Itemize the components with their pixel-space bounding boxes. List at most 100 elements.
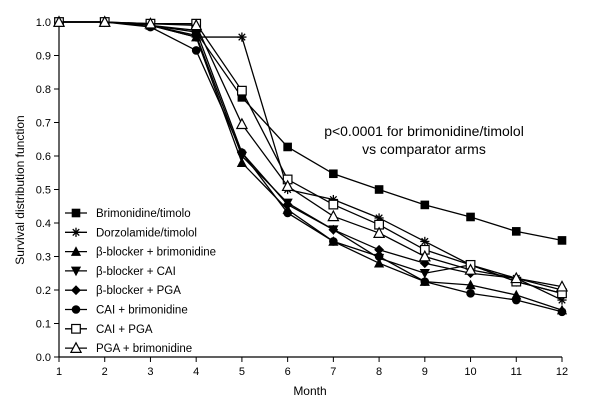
data-point bbox=[555, 280, 569, 292]
legend-marker bbox=[70, 266, 82, 277]
data-point bbox=[237, 32, 247, 42]
data-point bbox=[419, 268, 430, 279]
legend-label: Brimonidine/timolo bbox=[96, 208, 191, 220]
x-tick-label: 1 bbox=[56, 366, 62, 378]
legend-item: CAI + PGA bbox=[65, 324, 153, 336]
x-tick-label: 6 bbox=[285, 366, 291, 378]
x-tick-label: 7 bbox=[330, 366, 336, 378]
legend-label: β-blocker + PGA bbox=[96, 285, 181, 297]
legend-item: β-blocker + CAI bbox=[65, 266, 176, 278]
data-point bbox=[510, 271, 523, 284]
data-point bbox=[418, 249, 431, 262]
data-point bbox=[236, 157, 248, 167]
legend-label: β-blocker + CAI bbox=[96, 266, 176, 278]
y-tick-label: 0.3 bbox=[36, 252, 51, 264]
data-point bbox=[557, 307, 567, 317]
data-point bbox=[511, 227, 521, 236]
data-point bbox=[282, 199, 293, 210]
data-point bbox=[464, 263, 477, 275]
data-point bbox=[191, 46, 201, 55]
series-8 bbox=[52, 15, 569, 292]
x-tick-label: 9 bbox=[422, 366, 428, 378]
legend-marker bbox=[69, 341, 83, 353]
annotation: p<0.0001 for brimonidine/timolol vs comp… bbox=[324, 123, 524, 157]
legend-item: Dorzolamide/timolol bbox=[65, 227, 197, 239]
data-point bbox=[191, 31, 202, 41]
series bbox=[52, 15, 569, 317]
data-point bbox=[190, 18, 203, 31]
data-point bbox=[235, 117, 249, 130]
data-point bbox=[144, 17, 157, 29]
legend-item: Brimonidine/timolo bbox=[65, 208, 191, 220]
legend-marker bbox=[71, 285, 81, 296]
data-point bbox=[372, 226, 386, 238]
x-tick-label: 12 bbox=[556, 366, 568, 378]
legend-marker bbox=[70, 246, 82, 256]
data-point bbox=[557, 236, 567, 245]
data-point bbox=[283, 208, 292, 218]
y-tick-label: 0.6 bbox=[36, 151, 51, 163]
y-tick-label: 1.0 bbox=[36, 17, 51, 29]
data-point bbox=[420, 200, 430, 210]
y-tick-label: 0.4 bbox=[36, 218, 51, 230]
legend-label: CAI + brimonidine bbox=[96, 305, 188, 317]
data-point bbox=[281, 179, 294, 192]
legend-item: CAI + brimonidine bbox=[65, 305, 188, 317]
legend-item: β-blocker + PGA bbox=[65, 285, 181, 297]
x-tick-label: 8 bbox=[376, 366, 382, 378]
data-point bbox=[98, 15, 111, 27]
data-point bbox=[283, 142, 292, 152]
legend-marker bbox=[71, 208, 81, 218]
data-point bbox=[374, 185, 384, 194]
y-tick-label: 0.2 bbox=[36, 285, 51, 297]
legend: Brimonidine/timolo Dorzolamide/timolol β-b… bbox=[65, 208, 216, 355]
y-tick-label: 0.5 bbox=[36, 185, 51, 197]
legend-item: β-blocker + brimonidine bbox=[65, 246, 216, 259]
data-point bbox=[466, 212, 475, 222]
data-point bbox=[374, 252, 384, 261]
data-point bbox=[420, 236, 430, 247]
data-point bbox=[237, 148, 247, 157]
legend-label: Dorzolamide/timolol bbox=[96, 227, 197, 239]
x-tick-label: 10 bbox=[464, 366, 476, 378]
x-tick-label: 11 bbox=[511, 366, 522, 378]
annotation-line-2: vs comparator arms bbox=[362, 141, 486, 157]
y-tick-label: 0.9 bbox=[36, 51, 51, 63]
annotation-line-1: p<0.0001 for brimonidine/timolol bbox=[324, 123, 524, 139]
y-tick-label: 0.8 bbox=[36, 84, 51, 96]
y-tick-label: 0.1 bbox=[36, 319, 51, 331]
series-line bbox=[59, 21, 563, 291]
x-axis-title: Month bbox=[293, 384, 326, 398]
legend-marker bbox=[71, 323, 81, 334]
legend-label: β-blocker + brimonidine bbox=[96, 247, 216, 259]
y-axis-title: Survival distribution function bbox=[13, 115, 27, 264]
data-point bbox=[52, 15, 66, 27]
data-point bbox=[328, 199, 339, 210]
x-tick-label: 2 bbox=[102, 366, 108, 378]
data-point bbox=[466, 289, 475, 298]
y-tick-label: 0.7 bbox=[36, 118, 51, 130]
data-point bbox=[327, 209, 340, 222]
legend-label: PGA + brimonidine bbox=[96, 343, 192, 355]
data-point bbox=[465, 279, 476, 290]
legend-marker bbox=[71, 305, 81, 314]
data-point bbox=[328, 224, 339, 235]
x-tick-label: 5 bbox=[239, 366, 245, 378]
data-point bbox=[329, 237, 338, 246]
data-point bbox=[329, 169, 338, 179]
legend-item: PGA + brimonidine bbox=[65, 341, 192, 355]
legend-marker bbox=[71, 227, 81, 237]
series-line bbox=[59, 21, 563, 288]
x-tick-label: 3 bbox=[147, 366, 153, 378]
data-point bbox=[237, 85, 247, 96]
legend-label: CAI + PGA bbox=[96, 324, 153, 336]
x-ticks: 1 2 3 4 5 6 7 8 9 10 11 12 bbox=[56, 357, 568, 378]
data-point bbox=[419, 258, 430, 269]
data-point bbox=[420, 277, 430, 286]
series-line bbox=[59, 21, 563, 313]
x-tick-label: 4 bbox=[193, 366, 199, 378]
y-tick-label: 0.0 bbox=[36, 352, 51, 364]
y-ticks: 0.0 0.1 0.2 0.3 0.4 0.5 0.6 0.7 0.8 0.9 1.0 bbox=[36, 17, 59, 364]
data-point bbox=[237, 93, 247, 102]
